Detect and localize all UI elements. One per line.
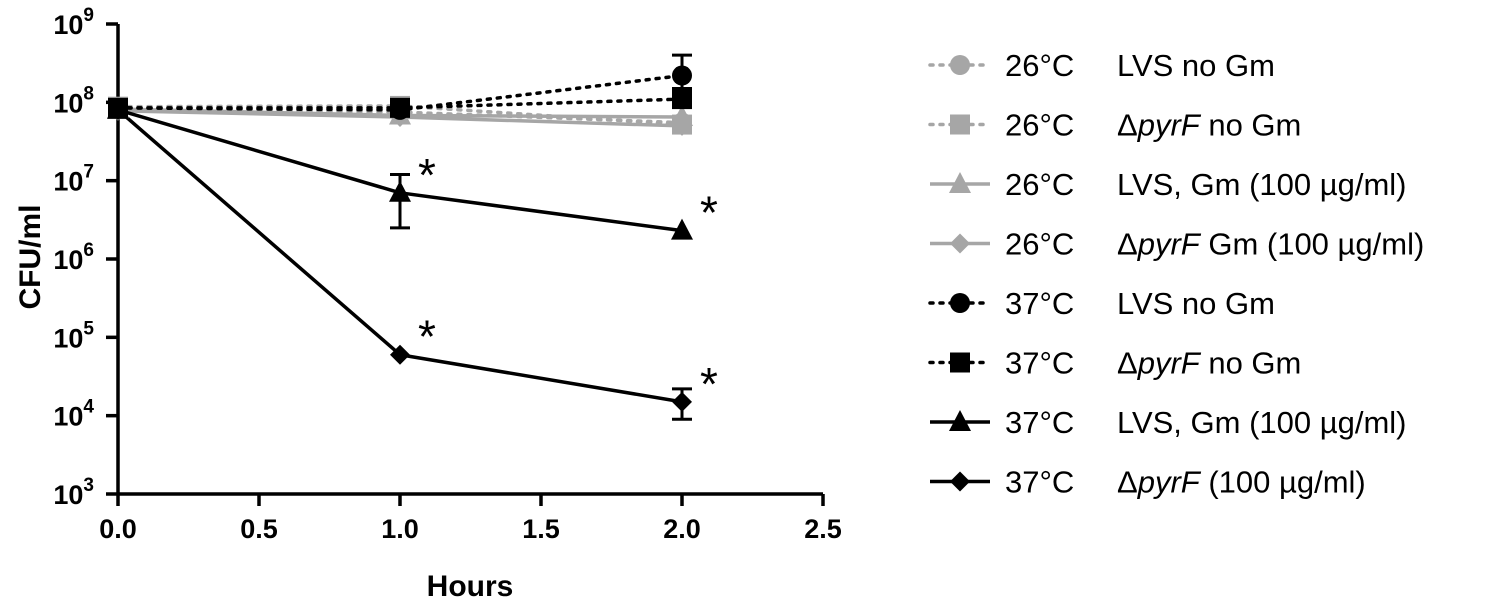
y-tick-label: 109: [53, 5, 94, 40]
x-axis-title: Hours: [427, 570, 514, 603]
significance-star: *: [418, 311, 436, 363]
legend-item: 37°C ΔpyrF no Gm: [928, 346, 1301, 381]
y-tick-base: 10: [53, 323, 83, 353]
legend-marker: [950, 55, 970, 75]
series-6-point: [390, 97, 410, 118]
y-tick-label: 103: [53, 475, 94, 510]
y-tick-exponent: 6: [83, 240, 94, 261]
x-tick-label: 0.0: [99, 514, 137, 544]
legend-marker: [950, 293, 970, 313]
legend-marker: [949, 172, 971, 193]
legend-label-part: (100 µg/ml): [1200, 465, 1366, 500]
legend-label-part: pyrF: [1137, 227, 1202, 262]
series-8-point: [390, 344, 410, 365]
legend: 26°C LVS no Gm 26°C ΔpyrF no Gm 26°C LVS, Gm …: [928, 48, 1424, 500]
legend-label-part: LVS, Gm (100 µg/ml): [1117, 405, 1406, 440]
series-6-point: [672, 89, 692, 110]
legend-label-part: Gm (100 µg/ml): [1200, 227, 1425, 262]
series-7-point: [389, 180, 411, 202]
legend-label: ΔpyrF Gm (100 µg/ml): [1117, 227, 1424, 262]
legend-label: LVS, Gm (100 µg/ml): [1117, 167, 1406, 202]
legend-label: LVS no Gm: [1117, 48, 1275, 83]
legend-item: 37°C LVS no Gm: [928, 286, 1275, 321]
legend-label-part: Δ: [1117, 108, 1138, 143]
legend-label-part: pyrF: [1137, 465, 1202, 500]
y-tick-base: 10: [53, 167, 83, 197]
legend-label-part: no Gm: [1200, 108, 1302, 143]
legend-item: 37°C ΔpyrF (100 µg/ml): [930, 465, 1366, 500]
legend-label-part: LVS, Gm (100 µg/ml): [1117, 167, 1406, 202]
series-7-point: [671, 218, 693, 240]
plot-area: 0.0 0.5 1.0 1.5 2.0 2.5103104105106107108109*…: [53, 5, 841, 544]
legend-label: ΔpyrF no Gm: [1117, 346, 1301, 381]
y-tick-exponent: 9: [83, 5, 94, 26]
legend-temp: 37°C: [1005, 465, 1074, 500]
legend-item: 37°C LVS, Gm (100 µg/ml): [930, 405, 1406, 440]
legend-label: LVS, Gm (100 µg/ml): [1117, 405, 1406, 440]
x-tick-label: 2.0: [663, 514, 701, 544]
legend-marker: [950, 471, 970, 492]
legend-temp: 37°C: [1005, 286, 1074, 321]
legend-temp: 26°C: [1005, 108, 1074, 143]
legend-temp: 26°C: [1005, 48, 1074, 83]
y-tick-exponent: 4: [83, 397, 94, 418]
y-tick-label: 106: [53, 240, 94, 275]
legend-label-part: LVS no Gm: [1117, 48, 1275, 83]
x-tick-label: 1.5: [522, 514, 560, 544]
legend-label: LVS no Gm: [1117, 286, 1275, 321]
series-8-point: [672, 391, 692, 412]
y-tick-label: 108: [53, 83, 94, 118]
y-tick-base: 10: [53, 480, 83, 510]
legend-label-part: Δ: [1117, 227, 1138, 262]
y-tick-exponent: 7: [83, 162, 94, 183]
y-tick-exponent: 3: [83, 475, 94, 496]
legend-item: 26°C ΔpyrF no Gm: [928, 108, 1301, 143]
legend-temp: 26°C: [1005, 227, 1074, 262]
legend-label-part: pyrF: [1137, 346, 1202, 381]
x-tick-label: 2.5: [804, 514, 842, 544]
legend-label-part: pyrF: [1137, 108, 1202, 143]
legend-marker: [950, 233, 970, 254]
legend-label-part: LVS no Gm: [1117, 286, 1275, 321]
y-axis-title: CFU/ml: [14, 205, 47, 310]
y-tick-label: 107: [53, 162, 94, 197]
legend-label: ΔpyrF (100 µg/ml): [1117, 465, 1366, 500]
significance-star: *: [700, 358, 718, 410]
y-tick-base: 10: [53, 245, 83, 275]
x-tick-label: 1.0: [381, 514, 419, 544]
legend-marker: [950, 114, 970, 135]
series-5-point: [672, 65, 692, 86]
legend-marker: [950, 352, 970, 373]
legend-marker: [949, 410, 971, 431]
legend-label: ΔpyrF no Gm: [1117, 108, 1301, 143]
legend-item: 26°C ΔpyrF Gm (100 µg/ml): [930, 227, 1424, 262]
series-4-point: [672, 115, 692, 136]
legend-item: 26°C LVS, Gm (100 µg/ml): [930, 167, 1406, 202]
legend-label-part: Δ: [1117, 346, 1138, 381]
legend-label-part: no Gm: [1200, 346, 1302, 381]
series-8-point: [108, 99, 128, 120]
y-tick-base: 10: [53, 10, 83, 40]
y-tick-exponent: 5: [83, 318, 94, 339]
legend-temp: 26°C: [1005, 167, 1074, 202]
y-tick-label: 105: [53, 318, 94, 353]
significance-star: *: [700, 187, 718, 239]
legend-temp: 37°C: [1005, 346, 1074, 381]
series-3-point: [671, 104, 693, 126]
legend-label-part: Δ: [1117, 465, 1138, 500]
y-tick-label: 104: [53, 397, 94, 432]
significance-star: *: [418, 149, 436, 201]
y-tick-exponent: 8: [83, 83, 94, 104]
y-tick-base: 10: [53, 88, 83, 118]
legend-item: 26°C LVS no Gm: [928, 48, 1275, 83]
legend-temp: 37°C: [1005, 405, 1074, 440]
x-tick-label: 0.5: [240, 514, 278, 544]
y-tick-base: 10: [53, 402, 83, 432]
